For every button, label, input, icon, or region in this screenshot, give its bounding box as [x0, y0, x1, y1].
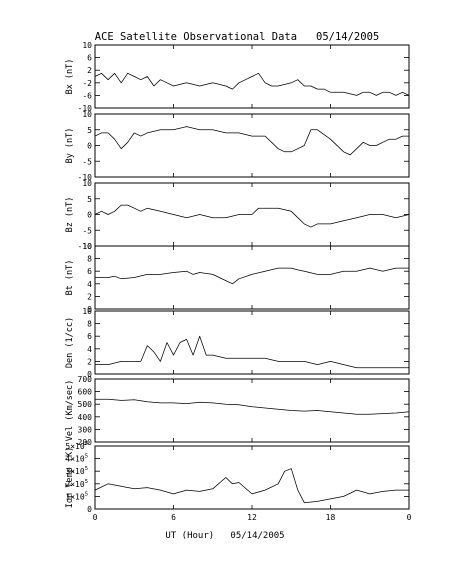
y-tick-label: 6 [87, 332, 92, 341]
y-tick-label: 4×105 [65, 454, 88, 464]
y-tick-label: 4 [87, 345, 92, 354]
y-axis-label-bx: Bx (nT) [65, 59, 75, 95]
series-line-den [95, 335, 409, 369]
panel-by: -10 -5 0 5 10 By (nT) [65, 110, 410, 182]
y-tick-label: 2 [87, 292, 92, 301]
series-line-bx [94, 72, 410, 96]
series-line-vel [95, 398, 410, 415]
x-tick-label: 0 [407, 513, 412, 522]
y-tick-label: 0 [87, 305, 92, 314]
x-tick-label: 0 [93, 513, 98, 522]
y-axis-label-temp: Ion Temp (K) [65, 447, 75, 508]
y-tick-exponent: 5 [85, 491, 88, 497]
y-tick-label: 10 [82, 307, 92, 316]
y-axis-label-vel: Vel (Km/sec) [65, 380, 75, 441]
y-axis-label-by: By (nT) [65, 128, 75, 164]
y-tick-label: -5 [82, 157, 92, 166]
y-tick-label: 0 [87, 142, 92, 151]
y-tick-label: 0 [87, 211, 92, 220]
y-tick-label: 300 [78, 425, 93, 434]
panel-frame [94, 310, 410, 375]
y-tick-exponent: 5 [85, 466, 88, 472]
panel-frame [94, 378, 410, 443]
y-tick-label: 1×105 [65, 491, 88, 501]
x-tick-label: 6 [171, 513, 176, 522]
series-line-temp [94, 468, 409, 504]
panel-frame [94, 445, 410, 510]
panel-bx: -10 -6 -2 2 6 10 Bx (nT) [65, 41, 410, 113]
y-tick-label: -6 [82, 91, 92, 100]
y-tick-label: 2 [87, 357, 92, 366]
y-tick-label: 3×105 [65, 466, 88, 476]
y-axis-label-bt: Bt (nT) [65, 260, 75, 296]
y-tick-label: 8 [87, 320, 92, 329]
x-tick-label: 12 [247, 513, 257, 522]
y-tick-label: 5 [87, 195, 92, 204]
y-tick-label: 10 [82, 110, 92, 119]
y-tick-label: 10 [82, 41, 92, 50]
y-tick-label: 5×105 [65, 441, 88, 451]
y-axis-label-bz: Bz (nT) [65, 197, 75, 233]
panel-frame [94, 113, 410, 178]
y-tick-exponent: 5 [85, 454, 88, 460]
y-tick-label: 700 [78, 375, 93, 384]
y-tick-label: 8 [87, 255, 92, 264]
y-tick-label: 10 [82, 242, 92, 251]
y-tick-label: 6 [87, 54, 92, 63]
y-tick-label: 6 [87, 267, 92, 276]
y-tick-label: 4 [87, 280, 92, 289]
chart-title: ACE Satellite Observational Data 05/14/2… [95, 31, 379, 43]
y-tick-label: 2×105 [65, 479, 88, 489]
y-tick-label: 0 [87, 370, 92, 379]
panel-frame [94, 245, 410, 310]
y-tick-exponent: 5 [85, 479, 88, 485]
y-tick-label: -10 [78, 173, 93, 182]
y-tick-label: -5 [82, 226, 92, 235]
y-tick-label: 400 [78, 413, 93, 422]
x-axis-label: UT (Hour) 05/14/2005 [165, 531, 284, 541]
y-tick-label: 200 [78, 438, 93, 447]
y-tick-label: -10 [78, 242, 93, 251]
series-line-by [94, 126, 409, 156]
panel-bt: 0 2 4 6 8 10 Bt (nT) [65, 242, 410, 314]
panel-bz: -10 -5 0 5 10 Bz (nT) [65, 179, 410, 251]
y-tick-label: 500 [78, 400, 93, 409]
y-tick-label: -10 [78, 104, 93, 113]
y-tick-label: 600 [78, 388, 93, 397]
y-tick-label: 2 [87, 66, 92, 75]
series-line-bz [94, 204, 410, 228]
y-axis-label-den: Den (1/cc) [65, 317, 75, 368]
y-tick-exponent: 5 [85, 441, 88, 447]
panel-den: 0 2 4 6 8 10 Den (1/cc) [65, 307, 410, 379]
x-tick-label: 18 [326, 513, 336, 522]
y-tick-label: 5 [87, 126, 92, 135]
y-tick-label: 10 [82, 179, 92, 188]
series-line-bt [95, 267, 409, 285]
y-tick-label: 0 [87, 505, 92, 514]
y-tick-label: -2 [82, 79, 92, 88]
